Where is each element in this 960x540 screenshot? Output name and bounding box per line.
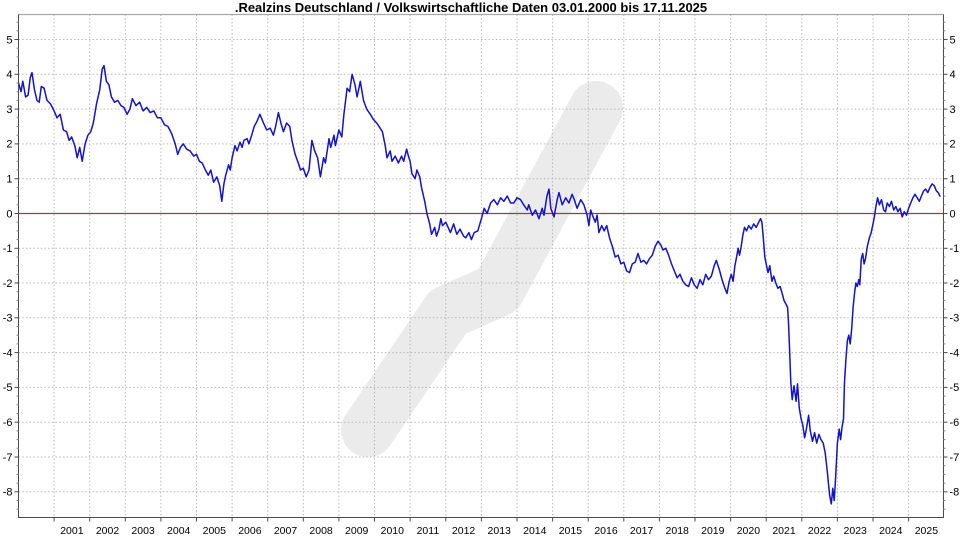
svg-text:2024: 2024 xyxy=(879,525,903,537)
svg-text:3: 3 xyxy=(6,104,12,116)
svg-text:2008: 2008 xyxy=(309,525,333,537)
svg-text:-8: -8 xyxy=(3,487,13,499)
svg-text:2: 2 xyxy=(6,139,12,151)
svg-text:2022: 2022 xyxy=(808,525,832,537)
svg-text:0: 0 xyxy=(950,208,956,220)
svg-text:-3: -3 xyxy=(3,313,13,325)
svg-text:2013: 2013 xyxy=(488,525,512,537)
y-axis-labels-left: 5 4 3 2 1 0 -1 -2 -3 -4 -5 -6 -7 -8 xyxy=(3,34,13,498)
svg-text:-5: -5 xyxy=(3,382,13,394)
svg-text:-2: -2 xyxy=(950,278,960,290)
x-axis-labels: 2001 2002 2003 2004 2005 2006 2007 2008 2009 2010… xyxy=(60,525,938,537)
y-axis-labels-right: 5 4 3 2 1 0 -1 -2 -3 -4 -5 -6 -7 -8 xyxy=(950,34,960,498)
svg-text:1: 1 xyxy=(6,174,12,186)
svg-text:5: 5 xyxy=(950,34,956,46)
gridlines xyxy=(18,14,944,518)
svg-text:2015: 2015 xyxy=(559,525,583,537)
svg-text:2021: 2021 xyxy=(772,525,796,537)
svg-text:-1: -1 xyxy=(950,243,960,255)
svg-text:2023: 2023 xyxy=(844,525,868,537)
svg-text:2003: 2003 xyxy=(131,525,155,537)
svg-text:2007: 2007 xyxy=(274,525,298,537)
svg-text:2012: 2012 xyxy=(452,525,476,537)
svg-text:2002: 2002 xyxy=(96,525,120,537)
svg-text:3: 3 xyxy=(950,104,956,116)
svg-text:2006: 2006 xyxy=(238,525,262,537)
svg-text:2009: 2009 xyxy=(345,525,369,537)
svg-text:2010: 2010 xyxy=(381,525,405,537)
svg-text:2004: 2004 xyxy=(167,525,191,537)
svg-text:2001: 2001 xyxy=(60,525,84,537)
svg-text:-3: -3 xyxy=(950,313,960,325)
svg-text:2025: 2025 xyxy=(915,525,939,537)
svg-text:2018: 2018 xyxy=(666,525,690,537)
svg-text:-2: -2 xyxy=(3,278,13,290)
svg-text:4: 4 xyxy=(950,69,956,81)
svg-text:2: 2 xyxy=(950,139,956,151)
svg-text:-4: -4 xyxy=(3,347,13,359)
svg-text:2005: 2005 xyxy=(203,525,227,537)
svg-text:2019: 2019 xyxy=(701,525,725,537)
svg-text:2014: 2014 xyxy=(523,525,547,537)
chart-title: .Realzins Deutschland / Volkswirtschaftl… xyxy=(234,0,708,15)
svg-text:2011: 2011 xyxy=(417,525,440,537)
svg-text:2017: 2017 xyxy=(630,525,654,537)
svg-text:2020: 2020 xyxy=(737,525,761,537)
axis-ticks xyxy=(14,39,948,522)
svg-text:-6: -6 xyxy=(3,417,13,429)
svg-text:0: 0 xyxy=(6,208,12,220)
svg-text:-8: -8 xyxy=(950,487,960,499)
svg-text:-1: -1 xyxy=(3,243,13,255)
axis-minor-ticks xyxy=(16,21,946,510)
svg-text:4: 4 xyxy=(6,69,12,81)
svg-text:-7: -7 xyxy=(950,452,960,464)
svg-text:-6: -6 xyxy=(950,417,960,429)
series-line-realzins xyxy=(17,64,941,505)
svg-text:1: 1 xyxy=(950,174,956,186)
svg-text:-4: -4 xyxy=(950,347,960,359)
svg-text:-7: -7 xyxy=(3,452,13,464)
svg-text:2016: 2016 xyxy=(594,525,618,537)
svg-text:5: 5 xyxy=(6,34,12,46)
svg-text:-5: -5 xyxy=(950,382,960,394)
